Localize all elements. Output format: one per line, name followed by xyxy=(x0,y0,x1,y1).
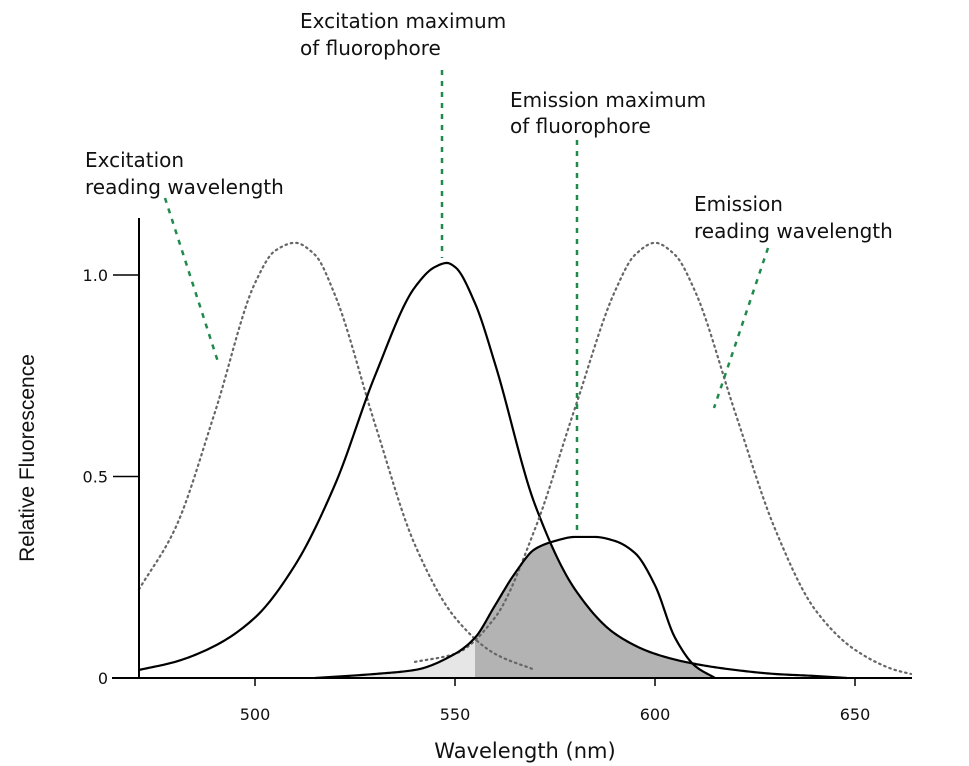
excitation-maximum-label-line-2: of fluorophore xyxy=(300,36,441,60)
annotation-excitation-maximum: Excitation maximum of fluorophore xyxy=(300,9,506,258)
excitation-reading-leader xyxy=(163,197,221,366)
x-tick-label: 550 xyxy=(440,705,471,724)
emission-reading-leader xyxy=(712,247,770,409)
excitation-maximum-label-line-1: Excitation maximum xyxy=(300,9,506,33)
x-axis-title: Wavelength (nm) xyxy=(434,739,615,763)
x-tick-label: 650 xyxy=(840,705,871,724)
emission-maximum-label-line-2: of fluorophore xyxy=(510,114,651,138)
excitation-reading-label-line-2: reading wavelength xyxy=(85,175,284,199)
series-line-2 xyxy=(138,261,848,680)
emission-reading-label-line-1: Emission xyxy=(694,192,783,216)
y-axis-title: Relative Fluorescence xyxy=(16,354,39,562)
overlap-fills xyxy=(315,542,715,678)
x-tick-label: 600 xyxy=(640,705,671,724)
y-tick-label: 0.5 xyxy=(83,468,108,487)
series-line-3 xyxy=(413,241,913,676)
overlap-fill-light-left xyxy=(315,645,467,678)
series-line-1 xyxy=(137,241,537,672)
y-tick-label: 1.0 xyxy=(83,266,108,285)
ticks: 500 550 600 650 0 0.5 1.0 xyxy=(83,266,871,724)
y-tick-label: 0 xyxy=(98,669,108,688)
excitation-reading-label-line-1: Excitation xyxy=(85,148,184,172)
series-group xyxy=(137,241,913,680)
series-line-4 xyxy=(314,535,716,680)
annotation-emission-maximum: Emission maximum of fluorophore xyxy=(510,88,706,530)
emission-reading-label-line-2: reading wavelength xyxy=(694,219,893,243)
x-tick-label: 500 xyxy=(240,705,271,724)
overlap-fill-dark xyxy=(475,542,715,678)
annotation-emission-reading: Emission reading wavelength xyxy=(694,192,893,409)
annotation-excitation-reading: Excitation reading wavelength xyxy=(85,148,284,366)
axes xyxy=(112,218,912,679)
emission-maximum-label-line-1: Emission maximum xyxy=(510,88,706,112)
